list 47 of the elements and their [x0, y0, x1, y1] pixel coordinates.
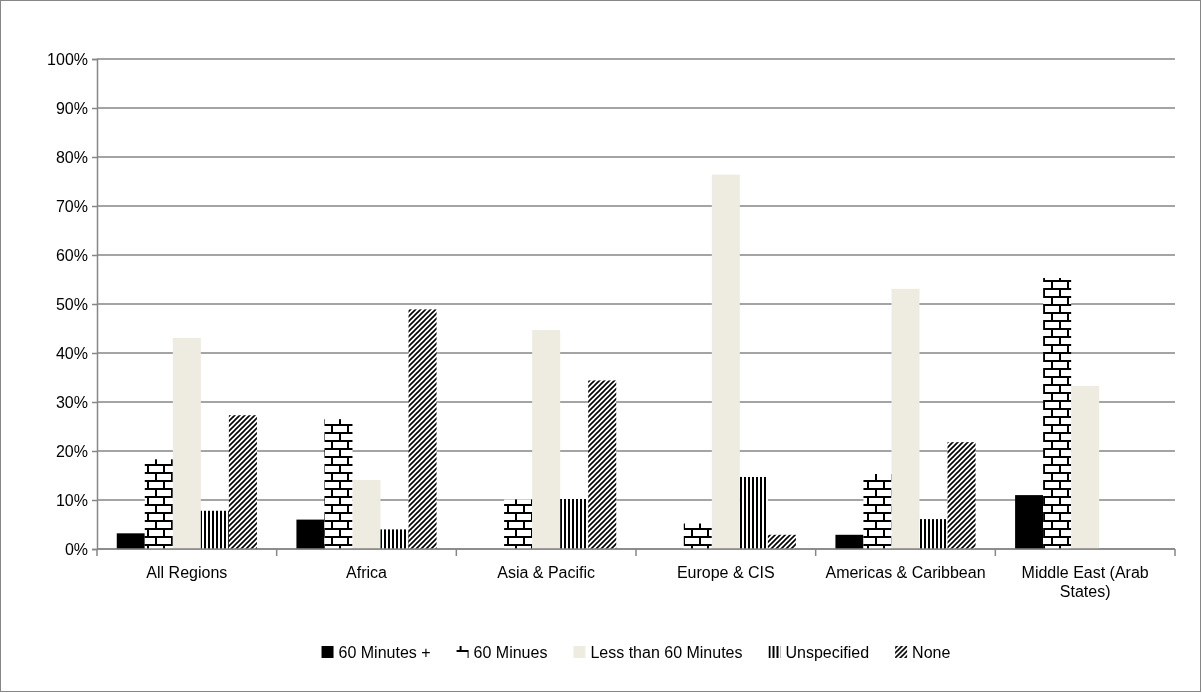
y-tick-label: 10% — [55, 491, 88, 509]
bar — [1043, 278, 1072, 549]
y-tick-label: 70% — [55, 197, 88, 215]
bar — [200, 510, 229, 549]
legend-label: Less than 60 Minutes — [590, 644, 743, 661]
bar — [324, 419, 353, 549]
bar — [739, 476, 768, 549]
bar — [560, 499, 589, 549]
y-tick-label: 30% — [55, 393, 88, 411]
bar — [116, 533, 145, 549]
y-tick-label: 80% — [55, 148, 88, 166]
y-tick-label: 90% — [55, 99, 88, 117]
y-tick-label: 20% — [55, 442, 88, 460]
bar — [919, 519, 948, 549]
x-tick-label: Africa — [346, 564, 388, 581]
bar — [891, 288, 920, 549]
x-tick-label: All Regions — [146, 564, 228, 581]
bar — [504, 499, 533, 549]
legend-label: None — [912, 644, 951, 661]
x-tick-label: Americas & Caribbean — [825, 564, 986, 581]
bar — [228, 415, 257, 549]
x-tick-label: Asia & Pacific — [497, 564, 596, 581]
bar — [144, 459, 173, 549]
y-tick-label: 40% — [55, 344, 88, 362]
bar — [835, 534, 864, 549]
bar — [711, 174, 740, 549]
y-tick-label: 100% — [47, 50, 88, 68]
y-tick-label: 60% — [55, 246, 88, 264]
x-tick-label: Middle East (Arab States) — [1021, 564, 1149, 600]
bar — [683, 523, 712, 549]
y-tick-label: 50% — [55, 295, 88, 313]
x-tick-label: Europe & CIS — [676, 564, 775, 581]
bar — [296, 519, 325, 549]
bar — [408, 309, 437, 549]
bar — [947, 442, 976, 549]
bar — [1071, 385, 1100, 549]
bar — [172, 337, 201, 549]
legend-label: 60 Minutes + — [338, 644, 431, 661]
legend-label: Unspecified — [785, 644, 870, 661]
bar — [1015, 495, 1044, 549]
y-tick-label: 0% — [64, 540, 88, 558]
bar — [380, 529, 409, 549]
bar — [532, 329, 561, 549]
bar — [767, 534, 796, 549]
legend-label: 60 Minues — [473, 644, 548, 661]
bar — [588, 380, 617, 549]
bar — [352, 479, 381, 549]
